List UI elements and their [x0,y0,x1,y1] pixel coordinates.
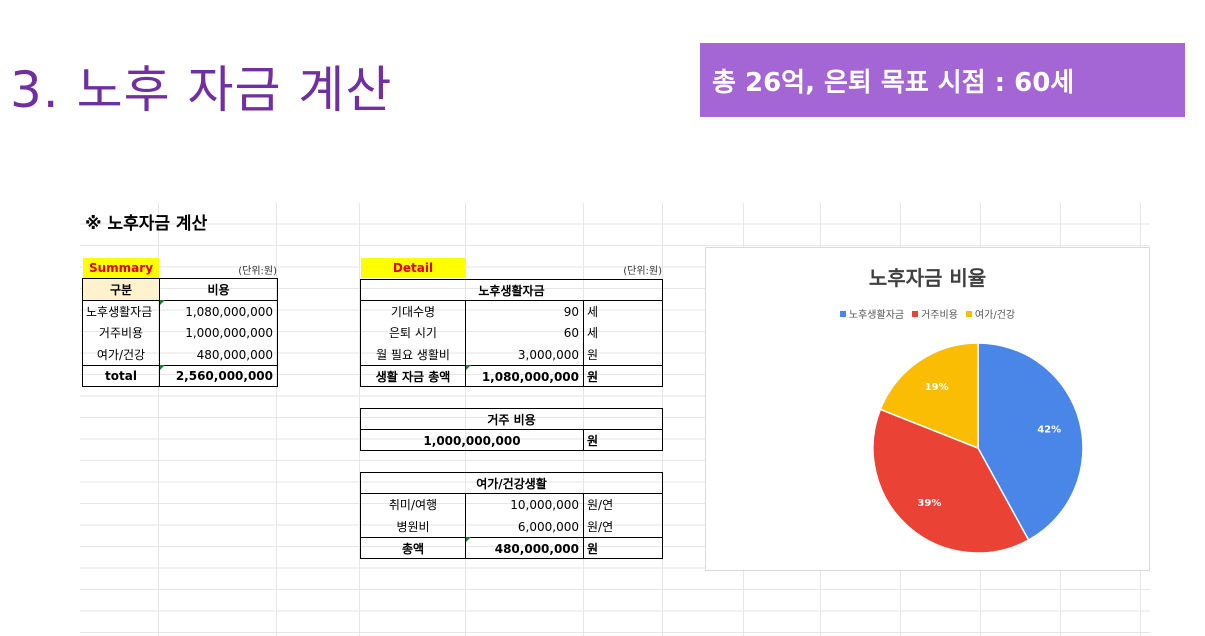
summary-row-name: 여가/건강 [96,348,146,362]
leisure-row-unit: 원/연 [587,498,614,512]
leisure-total-name: 총액 [401,542,425,556]
legend-label: 노후생활자금 [848,310,905,321]
chart-legend: 노후생활자금 거주비용 여가/건강 [706,306,1149,321]
pie-data-label: 42% [1037,425,1061,436]
housing-header: 거주 비용 [487,412,536,427]
leisure-row-value: 10,000,000 [510,497,579,512]
summary-row-name: 노후생활자금 [86,305,153,319]
summary-row-value: 480,000,000 [196,347,273,362]
living-row-name: 기대수명 [390,305,436,319]
legend-swatch [965,310,972,317]
summary-row-value: 1,080,000,000 [185,304,273,319]
living-row-value: 3,000,000 [517,347,579,362]
living-row-unit: 세 [587,326,599,340]
slide-title: 3. 노후 자금 계산 [10,61,393,119]
pie-slice-3 [879,342,979,450]
legend-label: 여가/건강 [974,310,1016,321]
sheet-title: ※ 노후자금 계산 [85,214,208,234]
living-row-unit: 원 [587,348,599,362]
legend-label: 거주비용 [921,310,958,321]
living-header: 노후생활자금 [478,283,545,298]
chart-title: 노후자금 비율 [868,266,987,290]
pie-svg: 42% 39% 19% [872,342,1084,554]
detail-label: Detail [361,258,465,278]
summary-badge: 총 26억, 은퇴 목표 시점 : 60세 [700,43,1185,117]
living-total-unit: 원 [587,370,599,384]
legend-item: 노후생활자금 [839,306,905,321]
leisure-row-unit: 원/연 [587,520,614,534]
detail-unit: (단위:원) [623,265,662,277]
summary-row-name: 거주비용 [98,326,144,340]
housing-unit: 원 [587,434,599,448]
housing-value: 1,000,000,000 [423,433,521,448]
leisure-table-border [360,472,663,559]
summary-table-border [82,278,278,387]
summary-total-value: 2,560,000,000 [175,368,273,383]
living-row-name: 월 필요 생활비 [376,348,450,362]
pie-data-label: 19% [925,382,949,393]
pie-chart: 노후자금 비율 노후생활자금 거주비용 여가/건강 42% 39% 19% [705,247,1150,571]
leisure-header: 여가/건강생활 [476,476,547,491]
leisure-row-name: 취미/여행 [388,498,438,512]
living-row-value: 90 [563,304,579,319]
summary-header-cost: 비용 [207,283,230,297]
summary-unit: (단위:원) [238,265,277,277]
summary-label: Summary [83,258,159,278]
living-row-value: 60 [563,325,579,340]
leisure-total-unit: 원 [587,542,599,556]
living-row-name: 은퇴 시기 [389,326,437,340]
summary-row-value: 1,000,000,000 [185,325,273,340]
leisure-row-value: 6,000,000 [517,519,579,534]
living-row-unit: 세 [587,305,599,319]
pie-slice-1 [977,342,1084,542]
legend-swatch [839,310,846,317]
living-total-name: 생활 자금 총액 [375,370,451,384]
legend-item: 여가/건강 [965,306,1016,321]
living-total-value: 1,080,000,000 [481,369,579,384]
leisure-total-value: 480,000,000 [494,541,579,556]
legend-item: 거주비용 [912,306,958,321]
pie-slice-2 [872,408,1030,554]
legend-swatch [912,310,919,317]
pie-data-label: 39% [917,498,941,509]
summary-total-name: total [105,368,137,383]
living-table-border [360,279,663,387]
summary-header-category: 구분 [83,279,159,300]
leisure-row-name: 병원비 [396,520,430,534]
